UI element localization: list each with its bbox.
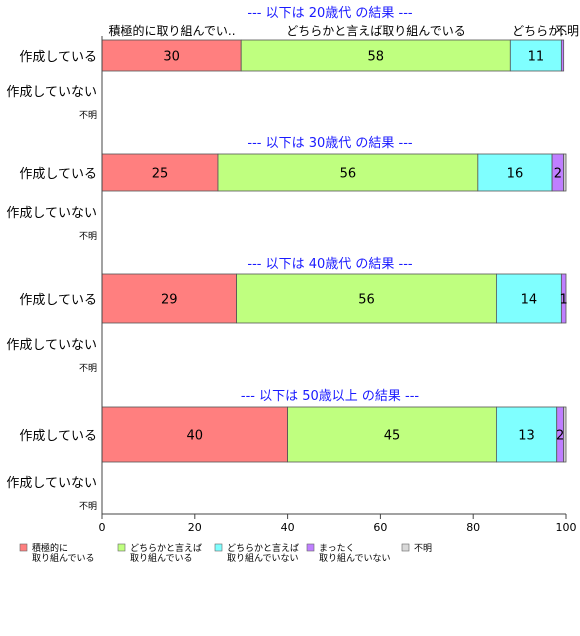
top-category-label: どちらか.. xyxy=(512,24,568,38)
legend-label: どちらかと言えば xyxy=(130,542,202,554)
bar-segment xyxy=(477,153,553,192)
legend-swatch xyxy=(401,543,410,552)
top-category-label: 積極的に取り組んでい.. xyxy=(108,23,235,38)
legend-swatch xyxy=(306,543,315,552)
bar-segment xyxy=(560,39,565,72)
data-label: 11 xyxy=(528,50,545,65)
top-category-label: 不明 xyxy=(555,24,579,38)
data-label: 1 xyxy=(560,293,568,308)
row-label: 不明 xyxy=(79,363,97,374)
data-label: 16 xyxy=(507,167,524,182)
data-label: 14 xyxy=(521,293,538,308)
x-tick-label: 80 xyxy=(466,521,480,534)
legend-label: 取り組んでいる xyxy=(130,552,193,564)
data-label: 56 xyxy=(340,167,357,182)
legend-label: 不明 xyxy=(414,543,432,554)
group-title: --- 以下は 30歳代 の結果 --- xyxy=(247,136,413,151)
group-title: --- 以下は 20歳代 の結果 --- xyxy=(247,6,413,21)
bar-segment xyxy=(101,406,289,463)
bar-segment xyxy=(560,273,567,324)
bar-segment xyxy=(240,39,511,72)
row-label: 作成している xyxy=(19,50,97,65)
bar-segment xyxy=(563,153,567,192)
x-tick-label: 0 xyxy=(99,521,106,534)
row-label: 不明 xyxy=(79,501,97,512)
legend-label: 取り組んでいる xyxy=(32,552,95,564)
data-label: 40 xyxy=(187,429,204,444)
data-label: 45 xyxy=(384,429,401,444)
x-tick-label: 20 xyxy=(188,521,202,534)
row-label: 不明 xyxy=(79,110,97,121)
legend-label: 取り組んでいない xyxy=(319,552,391,564)
row-label: 作成している xyxy=(19,293,97,308)
x-tick-label: 40 xyxy=(281,521,295,534)
bar-segment xyxy=(287,406,497,463)
legend-label: どちらかと言えば xyxy=(227,542,299,554)
bar-segment xyxy=(563,406,567,463)
data-label: 56 xyxy=(358,293,375,308)
legend-swatch xyxy=(117,543,126,552)
legend-swatch xyxy=(19,543,28,552)
legend-swatch xyxy=(214,543,223,552)
bar-segment xyxy=(217,153,479,192)
data-label: 30 xyxy=(163,50,180,65)
data-label: 58 xyxy=(367,50,384,65)
legend-label: 積極的に xyxy=(32,542,68,554)
top-category-label: どちらかと言えば取り組んでいる xyxy=(286,24,465,38)
row-label: 作成していない xyxy=(6,476,97,491)
bar-segment xyxy=(236,273,497,324)
row-label: 作成していない xyxy=(6,85,97,100)
data-label: 29 xyxy=(161,293,178,308)
legend-item: どちらかと言えば取り組んでいる xyxy=(117,542,202,564)
row-label: 作成していない xyxy=(6,206,97,221)
bar-segment xyxy=(495,273,562,324)
data-label: 25 xyxy=(152,167,169,182)
legend-item: 不明 xyxy=(401,543,432,554)
row-label: 不明 xyxy=(79,231,97,242)
row-label: 作成していない xyxy=(6,338,97,353)
data-label: 13 xyxy=(518,429,535,444)
group-title: --- 以下は 50歳以上 の結果 --- xyxy=(241,389,420,404)
group-title: --- 以下は 40歳代 の結果 --- xyxy=(247,257,413,272)
bar-segment xyxy=(101,273,237,324)
row-label: 作成している xyxy=(19,429,97,444)
x-tick-label: 60 xyxy=(373,521,387,534)
legend-label: 取り組んでいない xyxy=(227,552,299,564)
legend-label: まったく xyxy=(319,543,355,554)
row-label: 作成している xyxy=(19,167,97,182)
data-label: 2 xyxy=(554,167,562,182)
x-tick-label: 100 xyxy=(556,521,577,534)
data-label: 2 xyxy=(556,429,564,444)
